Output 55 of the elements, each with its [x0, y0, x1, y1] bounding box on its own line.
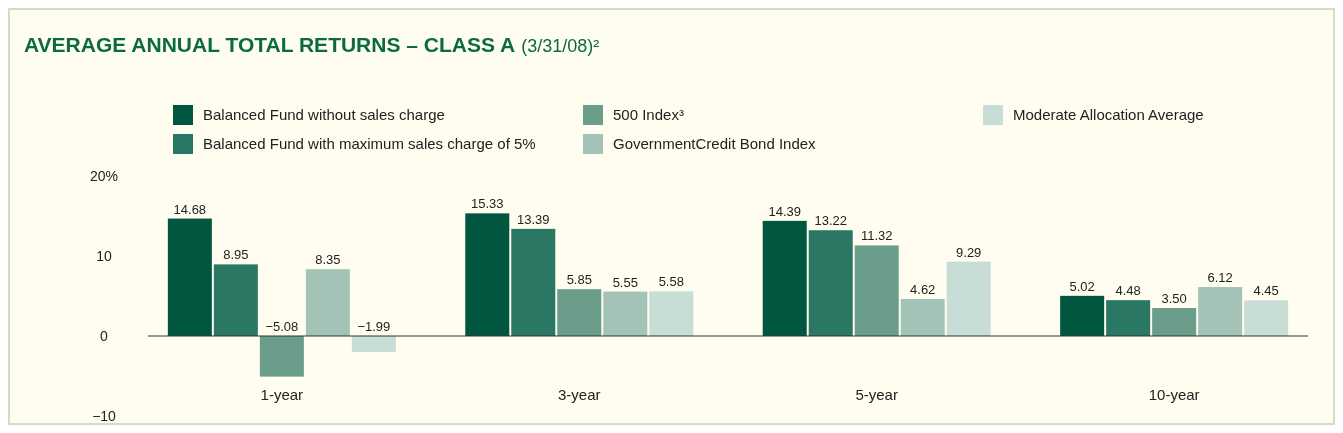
bar — [649, 291, 694, 336]
bar — [167, 218, 212, 336]
x-tick-label: 5-year — [855, 386, 898, 403]
data-label: 3.50 — [1161, 291, 1187, 306]
chart-title: AVERAGE ANNUAL TOTAL RETURNS – CLASS A — [24, 33, 516, 56]
bar — [465, 213, 510, 336]
data-label: 4.62 — [910, 282, 936, 298]
bar — [557, 289, 602, 336]
data-label: 5.58 — [658, 274, 684, 290]
y-tick-label: 0 — [100, 328, 109, 344]
data-label: 11.32 — [860, 228, 893, 244]
bar — [946, 261, 991, 336]
y-tick-label: −10 — [92, 408, 117, 424]
data-label: 14.68 — [173, 201, 207, 217]
legend-label: Balanced Fund without sales charge — [203, 106, 445, 123]
bar — [1198, 287, 1243, 336]
x-tick-label: 1-year — [260, 386, 304, 403]
chart-subtitle: (3/31/08)² — [521, 36, 600, 56]
data-label: 5.02 — [1069, 278, 1095, 294]
bar — [854, 245, 899, 336]
bar — [305, 269, 350, 336]
data-label: 8.95 — [223, 247, 249, 263]
x-tick-label: 10-year — [1148, 386, 1200, 403]
data-label: 5.55 — [612, 274, 638, 290]
bar — [603, 291, 648, 336]
data-label: 13.22 — [814, 213, 847, 229]
y-tick-label: 20% — [89, 168, 119, 184]
bar — [213, 264, 258, 336]
bar — [1244, 300, 1289, 336]
bar — [259, 336, 304, 377]
bar — [808, 230, 853, 336]
data-label: 5.85 — [566, 272, 592, 288]
bar — [1106, 300, 1151, 336]
bar — [351, 336, 396, 352]
y-tick-label: 10 — [96, 248, 112, 264]
data-label: 14.39 — [768, 203, 801, 219]
data-label: 13.39 — [517, 211, 550, 227]
bar — [1152, 308, 1197, 336]
bar — [1060, 295, 1105, 336]
data-label: 6.12 — [1207, 270, 1233, 286]
data-label: 9.29 — [956, 244, 982, 260]
legend-label: 500 Index³ — [613, 106, 684, 123]
data-label: 15.33 — [471, 196, 504, 212]
data-label: 8.35 — [315, 252, 341, 268]
x-tick-label: 3-year — [558, 386, 601, 403]
legend-label: Moderate Allocation Average — [1013, 106, 1204, 123]
data-label: 4.48 — [1115, 283, 1141, 299]
bar — [900, 299, 945, 336]
data-label: −1.99 — [357, 319, 391, 334]
bar — [511, 228, 556, 336]
bar — [762, 220, 807, 336]
data-label: −5.08 — [265, 319, 299, 334]
legend-label: Balanced Fund with maximum sales charge of 5% — [203, 135, 536, 152]
legend-label: GovernmentCredit Bond Index — [613, 135, 817, 152]
data-label: 4.45 — [1253, 283, 1279, 299]
